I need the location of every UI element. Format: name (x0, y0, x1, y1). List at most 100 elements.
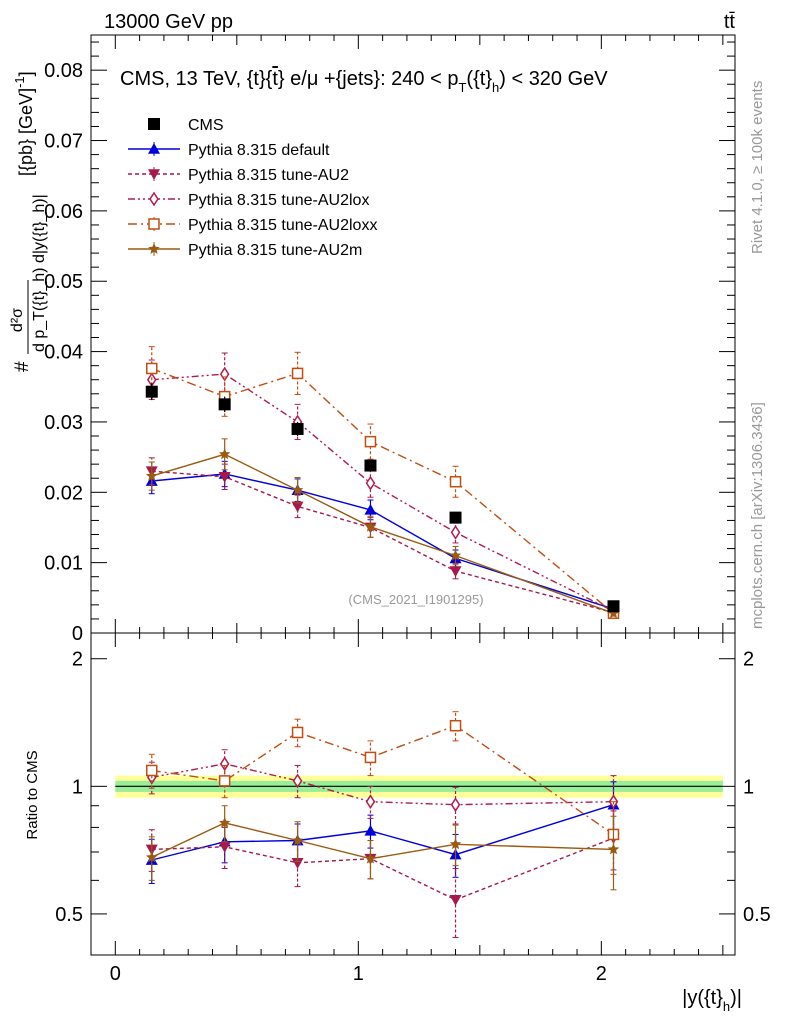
ratio-y-tick-label: 1 (72, 776, 83, 798)
rivet-label: Rivet 4.1.0, ≥ 100k events (749, 81, 766, 254)
legend-marker (148, 118, 160, 130)
data-point (449, 549, 462, 561)
data-point (146, 764, 158, 777)
cms-data-point (218, 398, 231, 411)
cms-data-point (364, 459, 377, 472)
data-point (364, 824, 377, 836)
legend-label: Pythia 8.315 default (188, 142, 330, 159)
series-5 (146, 805, 620, 891)
svg-text:[{pb} [GeV]-1]: [{pb} [GeV]-1] (12, 71, 36, 176)
legend-label: Pythia 8.315 tune-AU2m (188, 242, 362, 259)
data-point (218, 775, 231, 787)
series-line (151, 724, 614, 835)
y-tick-label: 0.01 (44, 553, 83, 575)
ratio-series-layer (145, 711, 620, 938)
legend-entry: Pythia 8.315 default (128, 142, 330, 159)
cms-data-point (291, 422, 304, 435)
data-point (365, 475, 376, 491)
axis-tick-labels: 0 0.01 0.02 0.03 0.04 0.05 0.06 0.07 0.08 0 1 2 0.5 0… (44, 60, 771, 985)
legend-label: Pythia 8.315 tune-AU2loxx (188, 217, 377, 234)
data-point (449, 475, 462, 488)
legend-marker (148, 143, 160, 154)
data-point (218, 472, 231, 483)
data-point (449, 566, 462, 578)
ratio-plot-frame (90, 632, 736, 956)
legend: CMS Pythia 8.315 default Pythia 8.315 tune… (128, 117, 377, 259)
ratio-y-axis-label: Ratio to CMS (24, 750, 41, 839)
ratio-y-tick-label: 2 (72, 649, 83, 671)
data-point (146, 470, 158, 481)
y-axis-label: # d²σ d p_T({t}_h) d|y({t}_h)| [{pb} [Ge… (9, 71, 48, 372)
legend-label: Pythia 8.315 tune-AU2lox (188, 192, 369, 209)
data-point (146, 362, 158, 375)
y-tick-label: 0.03 (44, 412, 83, 434)
x-axis-label: |y({t}h)| (682, 987, 742, 1014)
data-point (607, 607, 620, 619)
main-series-layer (145, 346, 620, 620)
data-point (219, 756, 230, 772)
series-line (151, 453, 614, 614)
data-point (291, 834, 304, 846)
y-tick-label: 0.08 (44, 60, 83, 82)
y-tick-label: 0.06 (44, 201, 83, 223)
ratio-y-tick-label-right: 1 (743, 776, 754, 798)
y-tick-label: 0.07 (44, 131, 83, 153)
series-line (151, 367, 614, 614)
series-line (151, 763, 614, 806)
data-point (450, 525, 461, 540)
chart-title: CMS, 13 TeV, {t}{t} e/μ +{jets}: 240 < p… (120, 68, 608, 95)
svg-text:d p_T({t}_h) d|y({t}_h)|: d p_T({t}_h) d|y({t}_h)| (31, 194, 48, 352)
series-line (151, 822, 614, 860)
data-point (219, 448, 231, 460)
legend-marker (148, 218, 160, 230)
data-point (449, 719, 462, 732)
analysis-id-label: (CMS_2021_I1901295) (348, 592, 483, 607)
y-tick-label: 0.02 (44, 482, 83, 504)
series-line (151, 473, 614, 610)
legend-entry: Pythia 8.315 tune-AU2m (128, 242, 362, 259)
svg-text:d²σ: d²σ (9, 308, 26, 332)
data-point (291, 367, 304, 380)
series-5 (146, 438, 620, 619)
series-line (151, 837, 614, 901)
ratio-y-tick-label-right: 2 (743, 649, 754, 671)
series-line (151, 804, 614, 861)
cms-data-point (145, 385, 158, 398)
series-line (151, 373, 614, 612)
axis-ticks (91, 35, 735, 955)
ratio-uncertainty-band (115, 775, 723, 798)
series-4 (146, 346, 620, 620)
y-tick-label: 0.05 (44, 271, 83, 293)
legend-entry: Pythia 8.315 tune-AU2 (128, 167, 349, 184)
legend-marker (149, 191, 159, 207)
data-point (291, 501, 304, 513)
legend-marker (148, 169, 160, 180)
data-point (364, 852, 377, 864)
data-point (364, 435, 377, 448)
legend-entry: CMS (148, 117, 224, 134)
process-label: tt̄ (724, 11, 736, 33)
series-2 (145, 810, 620, 938)
ratio-y-tick-label: 0.5 (55, 904, 83, 926)
data-point (218, 841, 231, 853)
data-point (364, 520, 377, 532)
data-point (364, 751, 377, 764)
data-point (291, 484, 304, 495)
y-tick-label: 0 (72, 623, 83, 645)
energy-label: 13000 GeV pp (104, 11, 233, 33)
series-line (151, 470, 614, 614)
data-point (607, 843, 620, 855)
data-point (450, 797, 461, 813)
cms-data-point (449, 511, 462, 524)
x-tick-label: 1 (353, 963, 364, 985)
data-point (146, 851, 158, 863)
legend-marker (148, 243, 160, 254)
data-point (449, 838, 462, 850)
data-point (292, 773, 303, 789)
y-tick-label: 0.04 (44, 342, 83, 364)
legend-entry: Pythia 8.315 tune-AU2lox (128, 191, 369, 209)
data-point (364, 503, 377, 515)
legend-entry: Pythia 8.315 tune-AU2loxx (128, 217, 377, 234)
x-tick-label: 0 (110, 963, 121, 985)
